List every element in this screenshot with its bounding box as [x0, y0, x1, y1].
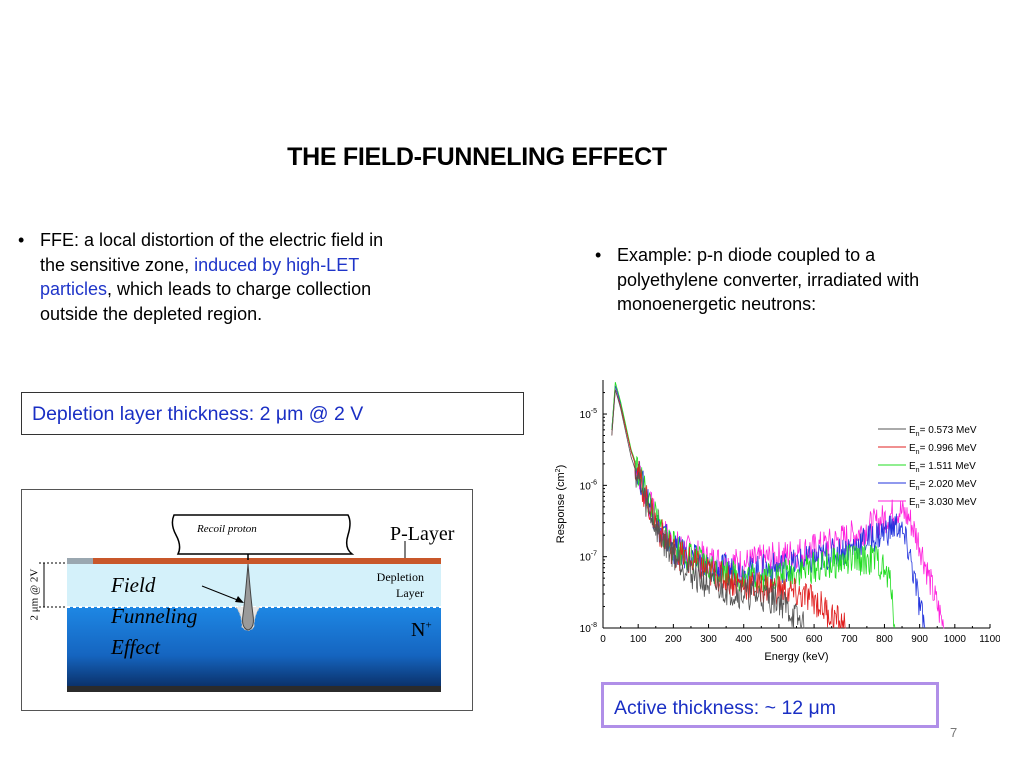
thickness-label: 2 μm @ 2V — [28, 568, 41, 621]
x-tick-label: 0 — [600, 634, 606, 645]
active-callout: Active thickness: ~ 12 μm — [601, 682, 939, 728]
field-funneling-diagram: Recoil proton P-Layer Depletion Layer N+… — [21, 489, 473, 711]
legend-entry: En= 2.020 MeV — [909, 479, 977, 492]
x-tick-label: 100 — [630, 634, 647, 645]
legend-entry: En= 3.030 MeV — [909, 497, 977, 510]
x-tick-label: 300 — [700, 634, 717, 645]
legend-entry: En= 0.996 MeV — [909, 443, 977, 456]
series-line — [611, 385, 945, 629]
left-bullet-text-2: , which leads to charge collection outsi… — [40, 279, 372, 324]
right-bullet: • Example: p-n diode coupled to a polyet… — [595, 243, 947, 317]
p-layer-label: P-Layer — [390, 523, 455, 545]
p-contact — [67, 558, 93, 564]
y-axis-label: Response (cm2) — [555, 465, 567, 544]
bullet-marker: • — [18, 230, 25, 250]
legend-entry: En= 0.573 MeV — [909, 425, 977, 438]
diagram-svg — [39, 514, 441, 692]
left-bullet-text-1: FFE: a local distortion of the electric … — [40, 230, 384, 275]
x-tick-label: 400 — [735, 634, 752, 645]
series-line — [611, 389, 805, 629]
chart-svg: 0 100 200 300 400 500 600 700 800 900 1000 1100 10-8… — [555, 380, 1001, 663]
x-tick-label: 700 — [841, 634, 858, 645]
p-layer — [67, 558, 441, 564]
left-bullet-highlight: induced by high-LET particles — [40, 254, 359, 300]
x-tick-label: 900 — [911, 634, 928, 645]
active-callout-text: Active thickness: ~ 12 μm — [614, 697, 837, 719]
x-tick-label: 1100 — [979, 634, 1000, 645]
page-number: 7 — [950, 725, 958, 740]
depletion-callout: Depletion layer thickness: 2 μm @ 2 V — [21, 392, 524, 435]
bottom-contact — [67, 686, 441, 692]
x-tick-label: 1000 — [944, 634, 967, 645]
n-label: N+ — [411, 619, 432, 641]
series-line — [611, 389, 846, 630]
left-bullet: • FFE: a local distortion of the electri… — [18, 228, 405, 326]
recoil-label: Recoil proton — [197, 523, 257, 535]
depletion-region — [67, 563, 441, 607]
x-tick-label: 200 — [665, 634, 682, 645]
depletion-callout-text: Depletion layer thickness: 2 μm @ 2 V — [32, 403, 364, 425]
y-tick-label: 10-5 — [580, 408, 597, 421]
funnel-label: Field Funneling Effect — [111, 573, 198, 659]
bullet-marker: • — [595, 245, 602, 265]
arrow-head-icon — [235, 596, 244, 603]
recoil-proton-shape — [171, 514, 355, 555]
x-tick-label: 800 — [876, 634, 893, 645]
y-tick-label: 10-6 — [580, 479, 597, 492]
y-tick-label: 10-8 — [580, 622, 597, 635]
right-bullet-text: Example: p-n diode coupled to a polyethy… — [617, 245, 920, 314]
series-line — [611, 381, 896, 629]
charge-track — [242, 563, 254, 631]
funnel-pointer — [201, 585, 241, 602]
y-tick-label: 10-7 — [580, 551, 597, 564]
response-chart: 0 100 200 300 400 500 600 700 800 900 1000 1100 10-8… — [545, 375, 1001, 680]
slide-title: THE FIELD-FUNNELING EFFECT — [287, 143, 667, 171]
legend-entry: En= 1.511 MeV — [909, 461, 976, 474]
x-tick-label: 600 — [806, 634, 823, 645]
x-axis-label: Energy (keV) — [764, 651, 828, 663]
x-tick-label: 500 — [771, 634, 788, 645]
depletion-label: Depletion Layer — [376, 570, 424, 600]
